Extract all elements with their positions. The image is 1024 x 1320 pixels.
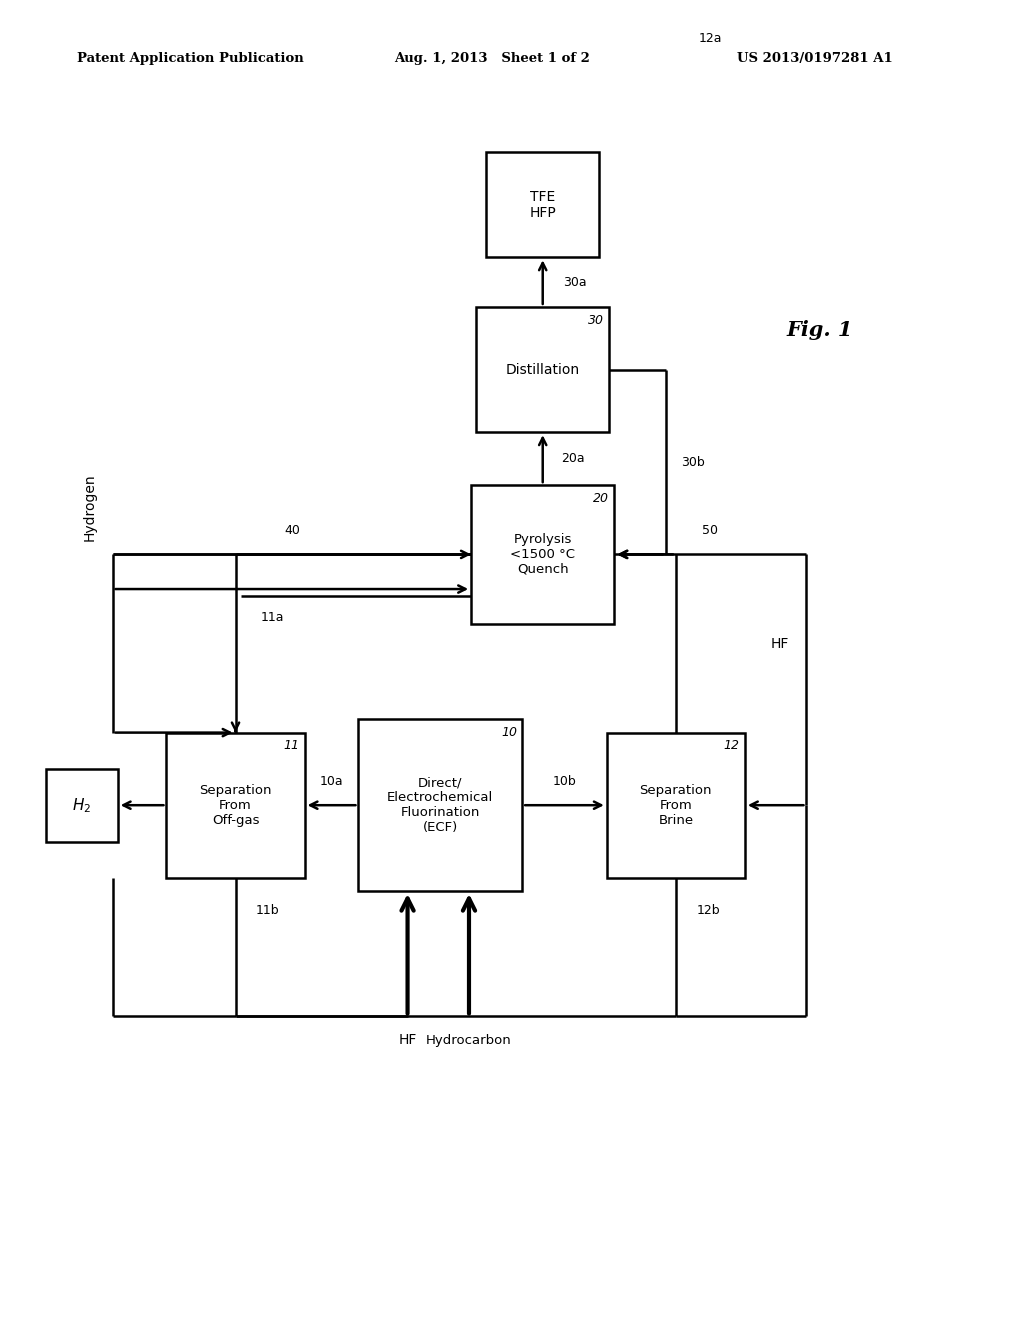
Text: Separation
From
Brine: Separation From Brine [640, 784, 712, 826]
Text: 20a: 20a [561, 453, 585, 465]
Text: $H_2$: $H_2$ [73, 796, 91, 814]
Text: Direct/
Electrochemical
Fluorination
(ECF): Direct/ Electrochemical Fluorination (EC… [387, 776, 494, 834]
Text: 30b: 30b [681, 455, 705, 469]
Text: Aug. 1, 2013   Sheet 1 of 2: Aug. 1, 2013 Sheet 1 of 2 [394, 51, 590, 65]
Text: US 2013/0197281 A1: US 2013/0197281 A1 [737, 51, 893, 65]
Text: 12a: 12a [698, 32, 722, 45]
Text: 20: 20 [593, 492, 609, 504]
Text: 11b: 11b [256, 904, 280, 917]
Text: 10: 10 [501, 726, 517, 739]
Text: HF: HF [398, 1034, 417, 1047]
Text: 10a: 10a [319, 775, 343, 788]
Text: 11a: 11a [261, 611, 285, 623]
Text: TFE
HFP: TFE HFP [529, 190, 556, 219]
Text: 50: 50 [702, 524, 719, 537]
Text: 11: 11 [284, 739, 299, 752]
Text: 10b: 10b [553, 775, 577, 788]
Text: 12: 12 [724, 739, 739, 752]
Text: Patent Application Publication: Patent Application Publication [77, 51, 303, 65]
Bar [46, 768, 118, 842]
Text: Hydrocarbon: Hydrocarbon [426, 1034, 512, 1047]
Text: Hydrogen: Hydrogen [83, 474, 97, 541]
Text: Pyrolysis
<1500 °C
Quench: Pyrolysis <1500 °C Quench [510, 533, 575, 576]
Bar [166, 733, 305, 878]
Text: Fig. 1: Fig. 1 [786, 319, 852, 341]
Text: Distillation: Distillation [506, 363, 580, 376]
Text: 30a: 30a [563, 276, 587, 289]
Text: Separation
From
Off-gas: Separation From Off-gas [200, 784, 271, 826]
Bar [471, 486, 614, 624]
Bar [486, 152, 599, 257]
Text: 40: 40 [284, 524, 300, 537]
Bar [476, 308, 609, 433]
Text: HF: HF [771, 636, 788, 651]
Bar [606, 733, 745, 878]
Text: 30: 30 [588, 314, 604, 326]
Text: 12b: 12b [696, 904, 720, 917]
Bar [358, 719, 522, 891]
